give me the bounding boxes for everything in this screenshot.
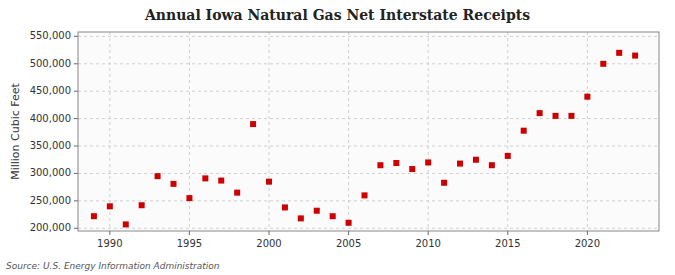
x-tick — [428, 231, 429, 235]
y-tick — [74, 146, 78, 147]
x-grid-line — [428, 32, 429, 231]
point — [330, 213, 336, 219]
y-axis-label: Million Cubic Feet — [9, 82, 22, 179]
y-tick — [74, 228, 78, 229]
x-tick — [507, 231, 508, 235]
plot-area — [78, 32, 659, 231]
x-tick-label: 1995 — [177, 238, 202, 249]
point — [584, 94, 590, 100]
point — [473, 157, 479, 163]
x-tick-label: 2000 — [256, 238, 281, 249]
x-grid-line — [109, 32, 110, 231]
y-tick — [74, 173, 78, 174]
source-note: Source: U.S. Energy Information Administ… — [6, 261, 220, 271]
y-tick — [74, 63, 78, 64]
y-grid-line — [78, 63, 659, 64]
point — [377, 162, 383, 168]
x-tick — [189, 231, 190, 235]
x-grid-line — [189, 32, 190, 231]
point — [250, 121, 256, 127]
grid — [78, 32, 659, 231]
y-tick-label: 400,000 — [30, 113, 71, 124]
y-tick-label: 550,000 — [30, 30, 71, 41]
point — [202, 175, 208, 181]
point — [457, 161, 463, 167]
x-tick — [348, 231, 349, 235]
point — [91, 213, 97, 219]
point — [521, 128, 527, 134]
title: Annual Iowa Natural Gas Net Interstate R… — [144, 7, 530, 23]
y-grid-line — [78, 146, 659, 147]
axes: 200,000 250,000 300,000 350,000 400,000 450,0… — [30, 30, 659, 249]
plot-frame — [78, 32, 659, 231]
x-tick-label: 1990 — [97, 238, 122, 249]
point — [425, 159, 431, 165]
point — [155, 173, 161, 179]
point — [537, 110, 543, 116]
point — [505, 153, 511, 159]
point — [616, 50, 622, 56]
y-grid-line — [78, 200, 659, 201]
x-tick — [587, 231, 588, 235]
point — [266, 179, 272, 185]
point — [107, 203, 113, 209]
point — [234, 190, 240, 196]
point — [632, 53, 638, 59]
point — [139, 202, 145, 208]
y-tick-label: 200,000 — [30, 222, 71, 233]
point — [346, 220, 352, 226]
point — [186, 195, 192, 201]
point — [409, 166, 415, 172]
point — [298, 215, 304, 221]
point — [218, 178, 224, 184]
x-grid-line — [587, 32, 588, 231]
x-tick-label: 2005 — [336, 238, 361, 249]
point — [171, 181, 177, 187]
point — [553, 113, 559, 119]
y-tick — [74, 36, 78, 37]
x-tick-label: 2020 — [575, 238, 600, 249]
y-tick-label: 250,000 — [30, 195, 71, 206]
y-grid-line — [78, 228, 659, 229]
point — [282, 204, 288, 210]
y-tick-label: 500,000 — [30, 58, 71, 69]
x-tick-label: 2015 — [495, 238, 520, 249]
point — [362, 192, 368, 198]
chart: 200,000 250,000 300,000 350,000 400,000 450,0… — [0, 0, 675, 275]
y-grid-line — [78, 91, 659, 92]
x-grid-line — [507, 32, 508, 231]
point — [123, 221, 129, 227]
point — [600, 61, 606, 67]
y-tick-label: 300,000 — [30, 167, 71, 178]
point — [489, 162, 495, 168]
point — [441, 180, 447, 186]
points — [91, 50, 638, 228]
y-tick — [74, 91, 78, 92]
point — [568, 113, 574, 119]
y-tick — [74, 118, 78, 119]
y-grid-line — [78, 36, 659, 37]
point — [393, 160, 399, 166]
point — [314, 208, 320, 214]
y-tick — [74, 200, 78, 201]
x-tick — [269, 231, 270, 235]
y-grid-line — [78, 173, 659, 174]
x-grid-line — [348, 32, 349, 231]
x-tick-label: 2010 — [415, 238, 440, 249]
y-tick-label: 350,000 — [30, 140, 71, 151]
x-tick — [109, 231, 110, 235]
x-grid-line — [269, 32, 270, 231]
y-tick-label: 450,000 — [30, 85, 71, 96]
